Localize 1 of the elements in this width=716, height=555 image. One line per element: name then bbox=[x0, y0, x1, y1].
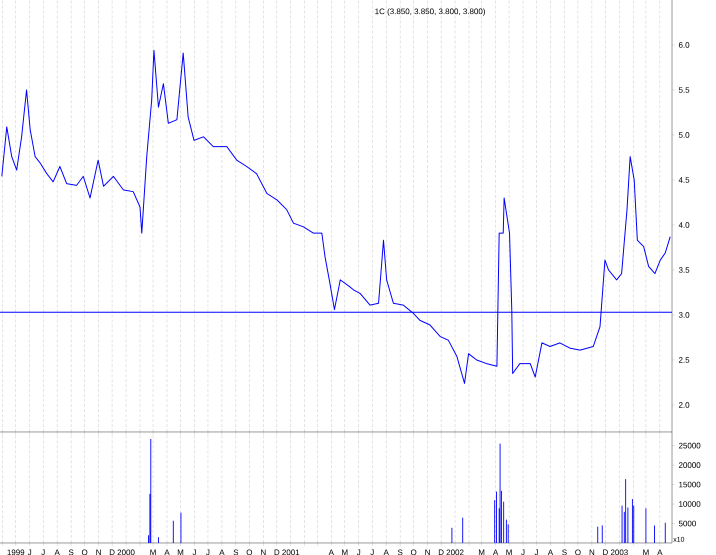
line-series bbox=[1, 50, 671, 384]
